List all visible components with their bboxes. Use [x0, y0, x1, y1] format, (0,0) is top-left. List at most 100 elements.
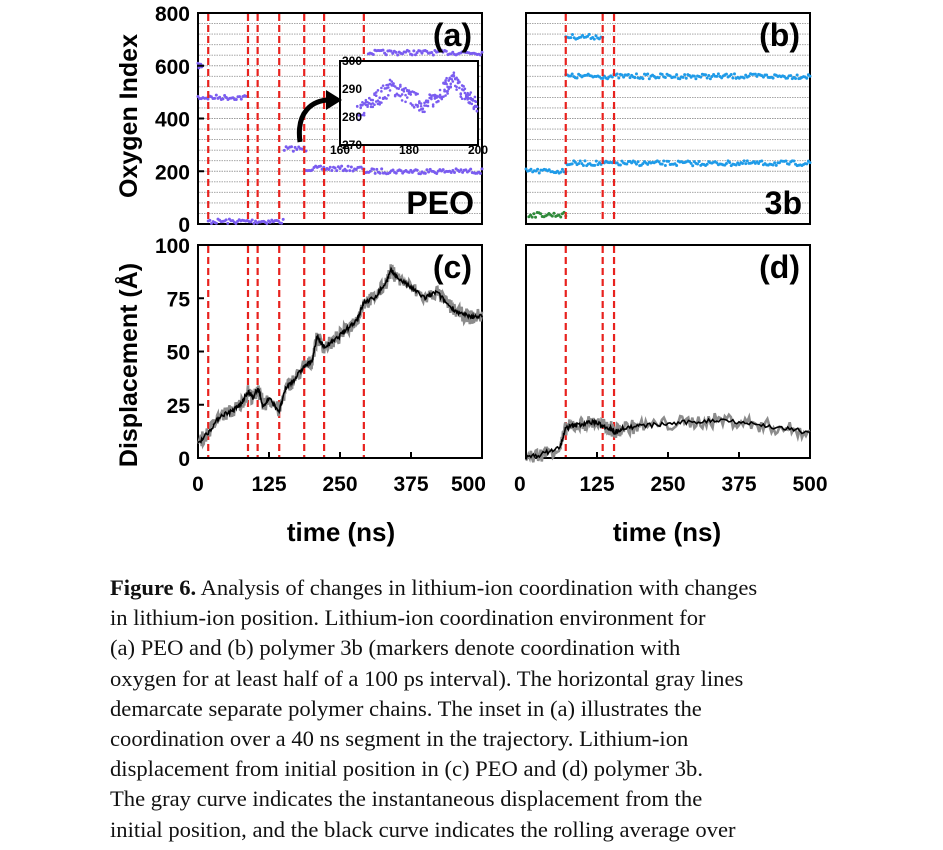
inset-marker	[409, 102, 413, 105]
inset-marker	[455, 88, 458, 91]
coord-marker	[705, 162, 709, 166]
inset-marker	[402, 90, 406, 93]
inset-y-tick-label: 280	[342, 110, 362, 124]
coord-marker	[234, 221, 238, 225]
coord-marker	[784, 159, 788, 163]
inset-marker	[418, 100, 421, 103]
inset-marker	[459, 95, 463, 98]
inset-marker	[390, 80, 394, 83]
coord-marker	[371, 53, 375, 57]
coord-marker	[224, 95, 228, 99]
coord-marker	[570, 162, 574, 166]
coord-marker	[391, 168, 395, 172]
coord-marker	[559, 215, 563, 219]
inset-marker	[449, 85, 453, 89]
inset-marker	[437, 99, 440, 103]
inset-marker	[446, 92, 449, 95]
coord-marker	[660, 162, 664, 166]
coord-marker	[330, 169, 334, 173]
coord-marker	[699, 75, 703, 79]
inset-marker	[374, 94, 378, 98]
coord-marker	[333, 166, 337, 170]
inset-marker	[387, 86, 390, 89]
coord-marker	[620, 73, 624, 77]
coord-marker	[480, 50, 484, 54]
coord-marker	[197, 66, 201, 70]
inset-marker	[423, 110, 426, 114]
panel-letter-c: (c)	[433, 249, 472, 285]
y-tick-label: 100	[155, 235, 190, 258]
inset-arrow-head	[326, 90, 342, 110]
y-tick-label: 200	[155, 161, 190, 184]
inset-marker	[426, 100, 430, 104]
coord-marker	[381, 48, 385, 52]
inset-marker	[473, 95, 477, 99]
coord-marker	[344, 169, 348, 173]
coord-marker	[539, 212, 543, 216]
coord-marker	[290, 145, 294, 149]
coord-marker	[715, 74, 719, 78]
coord-marker	[581, 163, 585, 167]
panel-label-a: PEO	[406, 185, 474, 221]
inset-marker	[385, 97, 388, 100]
coord-marker	[221, 97, 225, 101]
rolling-average-curve	[525, 417, 811, 460]
coord-marker	[710, 75, 714, 79]
coord-marker	[559, 170, 563, 174]
inset-marker	[397, 87, 400, 90]
coord-marker	[208, 218, 212, 222]
inset-marker	[416, 105, 419, 108]
coord-marker	[641, 162, 645, 166]
coord-marker	[705, 76, 709, 80]
coord-marker	[729, 72, 733, 76]
coord-marker	[774, 163, 778, 167]
coord-marker	[594, 34, 598, 38]
coord-marker	[696, 162, 700, 166]
panel-b: (b) 3b	[524, 12, 812, 225]
coord-marker	[547, 168, 551, 172]
inset-marker	[463, 87, 467, 91]
inset-marker	[359, 106, 363, 109]
coord-marker	[577, 162, 581, 166]
inset-marker	[399, 94, 402, 98]
coord-marker	[530, 215, 534, 219]
coord-marker	[742, 76, 746, 80]
coord-marker	[625, 162, 629, 166]
coord-marker	[349, 165, 353, 169]
inset-marker	[442, 95, 445, 98]
coord-marker	[610, 75, 614, 79]
inset-marker	[380, 86, 383, 90]
inset-marker	[366, 105, 369, 109]
y-tick-label: 0	[178, 214, 190, 237]
y-tick-label: 75	[167, 288, 191, 311]
coord-marker	[732, 72, 736, 76]
coord-marker	[657, 76, 661, 80]
coord-marker	[291, 149, 295, 153]
coord-marker	[691, 164, 695, 168]
coord-marker	[214, 221, 218, 225]
coord-marker	[689, 161, 693, 165]
coord-marker	[744, 73, 748, 77]
coord-marker	[452, 171, 456, 175]
inset-marker	[438, 88, 442, 92]
panel-c: 0 25 50 75 100 0 125 250 375 500 (c)	[155, 235, 486, 496]
coord-marker	[295, 147, 299, 151]
inset-marker	[463, 91, 467, 95]
panel-a: 0 200 400 600 800 (a) PEO 270 280 290 300 160 180 200	[155, 3, 488, 237]
coord-marker	[634, 72, 638, 76]
coord-marker	[351, 169, 355, 173]
inset-marker	[400, 99, 404, 102]
inset-marker	[446, 85, 449, 89]
coord-marker	[396, 53, 400, 57]
coord-marker	[692, 74, 696, 78]
coord-marker	[737, 163, 741, 167]
coord-marker	[348, 169, 352, 173]
coord-marker	[673, 75, 677, 79]
coord-marker	[281, 217, 285, 221]
inset-marker	[450, 77, 454, 81]
inset-marker	[447, 87, 450, 91]
coord-marker	[441, 168, 445, 172]
inset-marker	[376, 99, 380, 102]
coord-marker	[239, 97, 243, 101]
coord-marker	[372, 167, 376, 171]
